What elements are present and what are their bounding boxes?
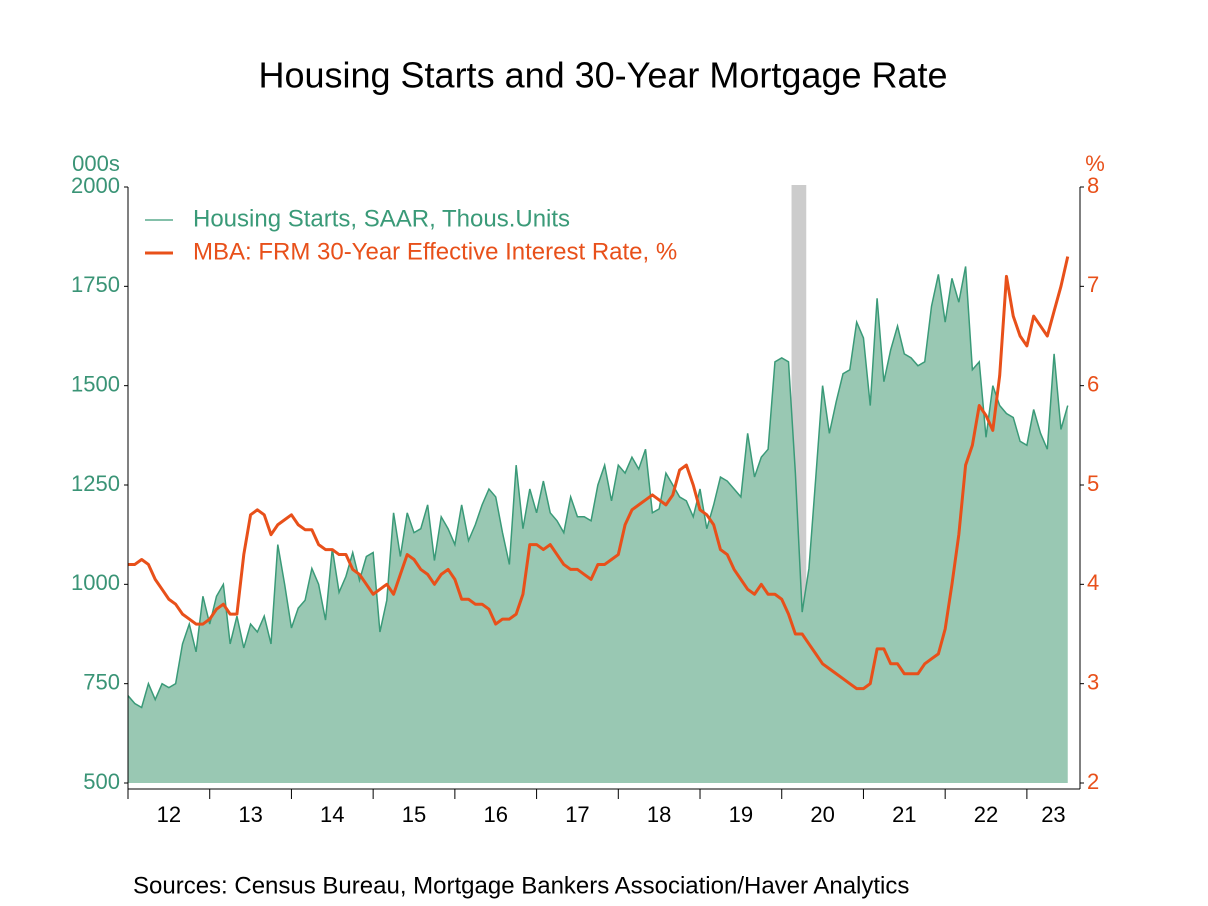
x-tick-label: 15 [402, 802, 426, 827]
x-tick-label: 17 [565, 802, 589, 827]
x-tick-label: 18 [647, 802, 671, 827]
y2-tick-label: 6 [1087, 371, 1099, 396]
x-tick-label: 20 [810, 802, 834, 827]
y-tick-label: 1750 [71, 272, 120, 297]
y2-tick-label: 3 [1087, 669, 1099, 694]
chart-title: Housing Starts and 30-Year Mortgage Rate [258, 55, 947, 96]
source-note: Sources: Census Bureau, Mortgage Bankers… [133, 872, 909, 899]
y-tick-label: 2000 [71, 173, 120, 198]
y-tick-label: 1000 [71, 570, 120, 595]
y-tick-label: 750 [83, 669, 120, 694]
x-tick-label: 21 [892, 802, 916, 827]
y2-tick-label: 2 [1087, 769, 1099, 794]
y-tick-label: 1250 [71, 471, 120, 496]
y2-tick-label: 4 [1087, 570, 1099, 595]
y2-tick-label: 8 [1087, 173, 1099, 198]
x-tick-label: 16 [483, 802, 507, 827]
legend-label: Housing Starts, SAAR, Thous.Units [193, 205, 570, 232]
x-tick-label: 23 [1041, 802, 1065, 827]
y2-tick-label: 5 [1087, 471, 1099, 496]
y-tick-label: 1500 [71, 371, 120, 396]
y2-tick-label: 7 [1087, 272, 1099, 297]
legend-label: MBA: FRM 30-Year Effective Interest Rate… [193, 238, 677, 265]
y2-axis-unit: % [1085, 151, 1105, 176]
area-line [127, 266, 1069, 709]
area-fill [128, 266, 1068, 783]
x-tick-label: 14 [320, 802, 344, 827]
x-tick-label: 12 [157, 802, 181, 827]
x-tick-label: 19 [729, 802, 753, 827]
x-tick-label: 22 [974, 802, 998, 827]
x-tick-label: 13 [238, 802, 262, 827]
line [128, 256, 1070, 691]
y-axis-unit: 000s [72, 151, 120, 176]
y-tick-label: 500 [83, 769, 120, 794]
